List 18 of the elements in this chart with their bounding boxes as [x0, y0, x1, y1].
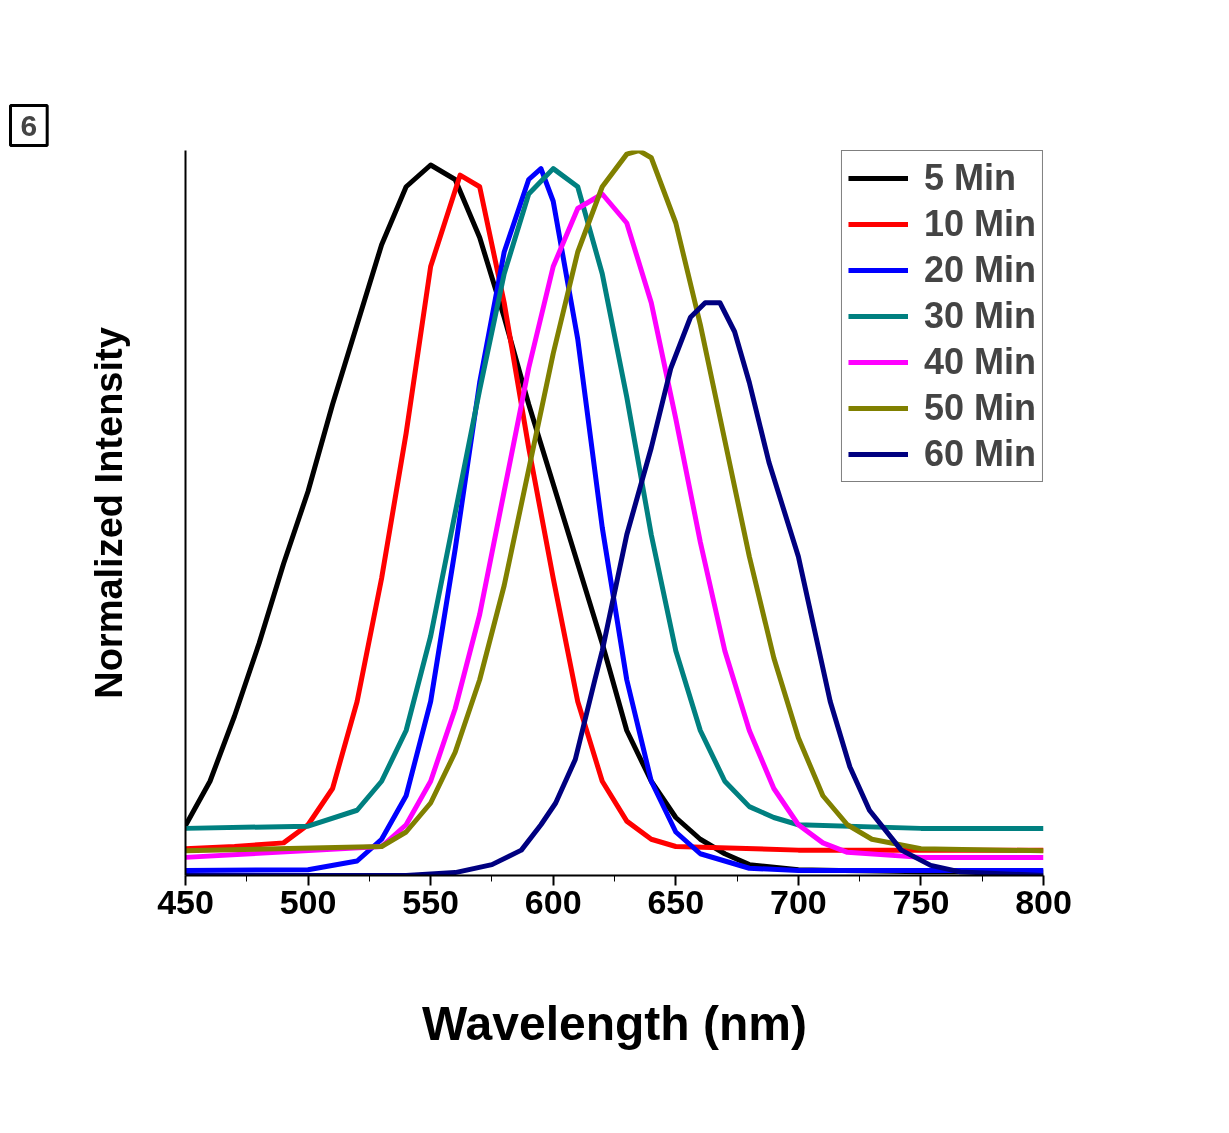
legend-label: 20 Min — [923, 249, 1036, 291]
y-axis-title: Normalized Intensity — [87, 327, 130, 699]
legend-label: 10 Min — [923, 203, 1036, 245]
legend-label: 50 Min — [923, 387, 1036, 429]
x-tick-label: 750 — [892, 882, 950, 921]
x-tick-label: 450 — [157, 882, 214, 921]
x-tick-label: 650 — [647, 882, 705, 921]
x-tick-label: 550 — [402, 882, 460, 921]
legend-label: 30 Min — [923, 295, 1036, 337]
legend-label: 40 Min — [923, 341, 1036, 383]
legend-label: 60 Min — [923, 433, 1036, 475]
x-tick-label: 500 — [279, 882, 337, 921]
legend-label: 5 Min — [923, 157, 1016, 199]
x-tick-label: 800 — [1015, 882, 1072, 921]
x-tick-label: 700 — [769, 882, 827, 921]
text: 6 — [20, 108, 38, 142]
x-tick-label: 600 — [524, 882, 582, 921]
x-axis-title: Wavelength (nm) — [422, 996, 807, 1050]
